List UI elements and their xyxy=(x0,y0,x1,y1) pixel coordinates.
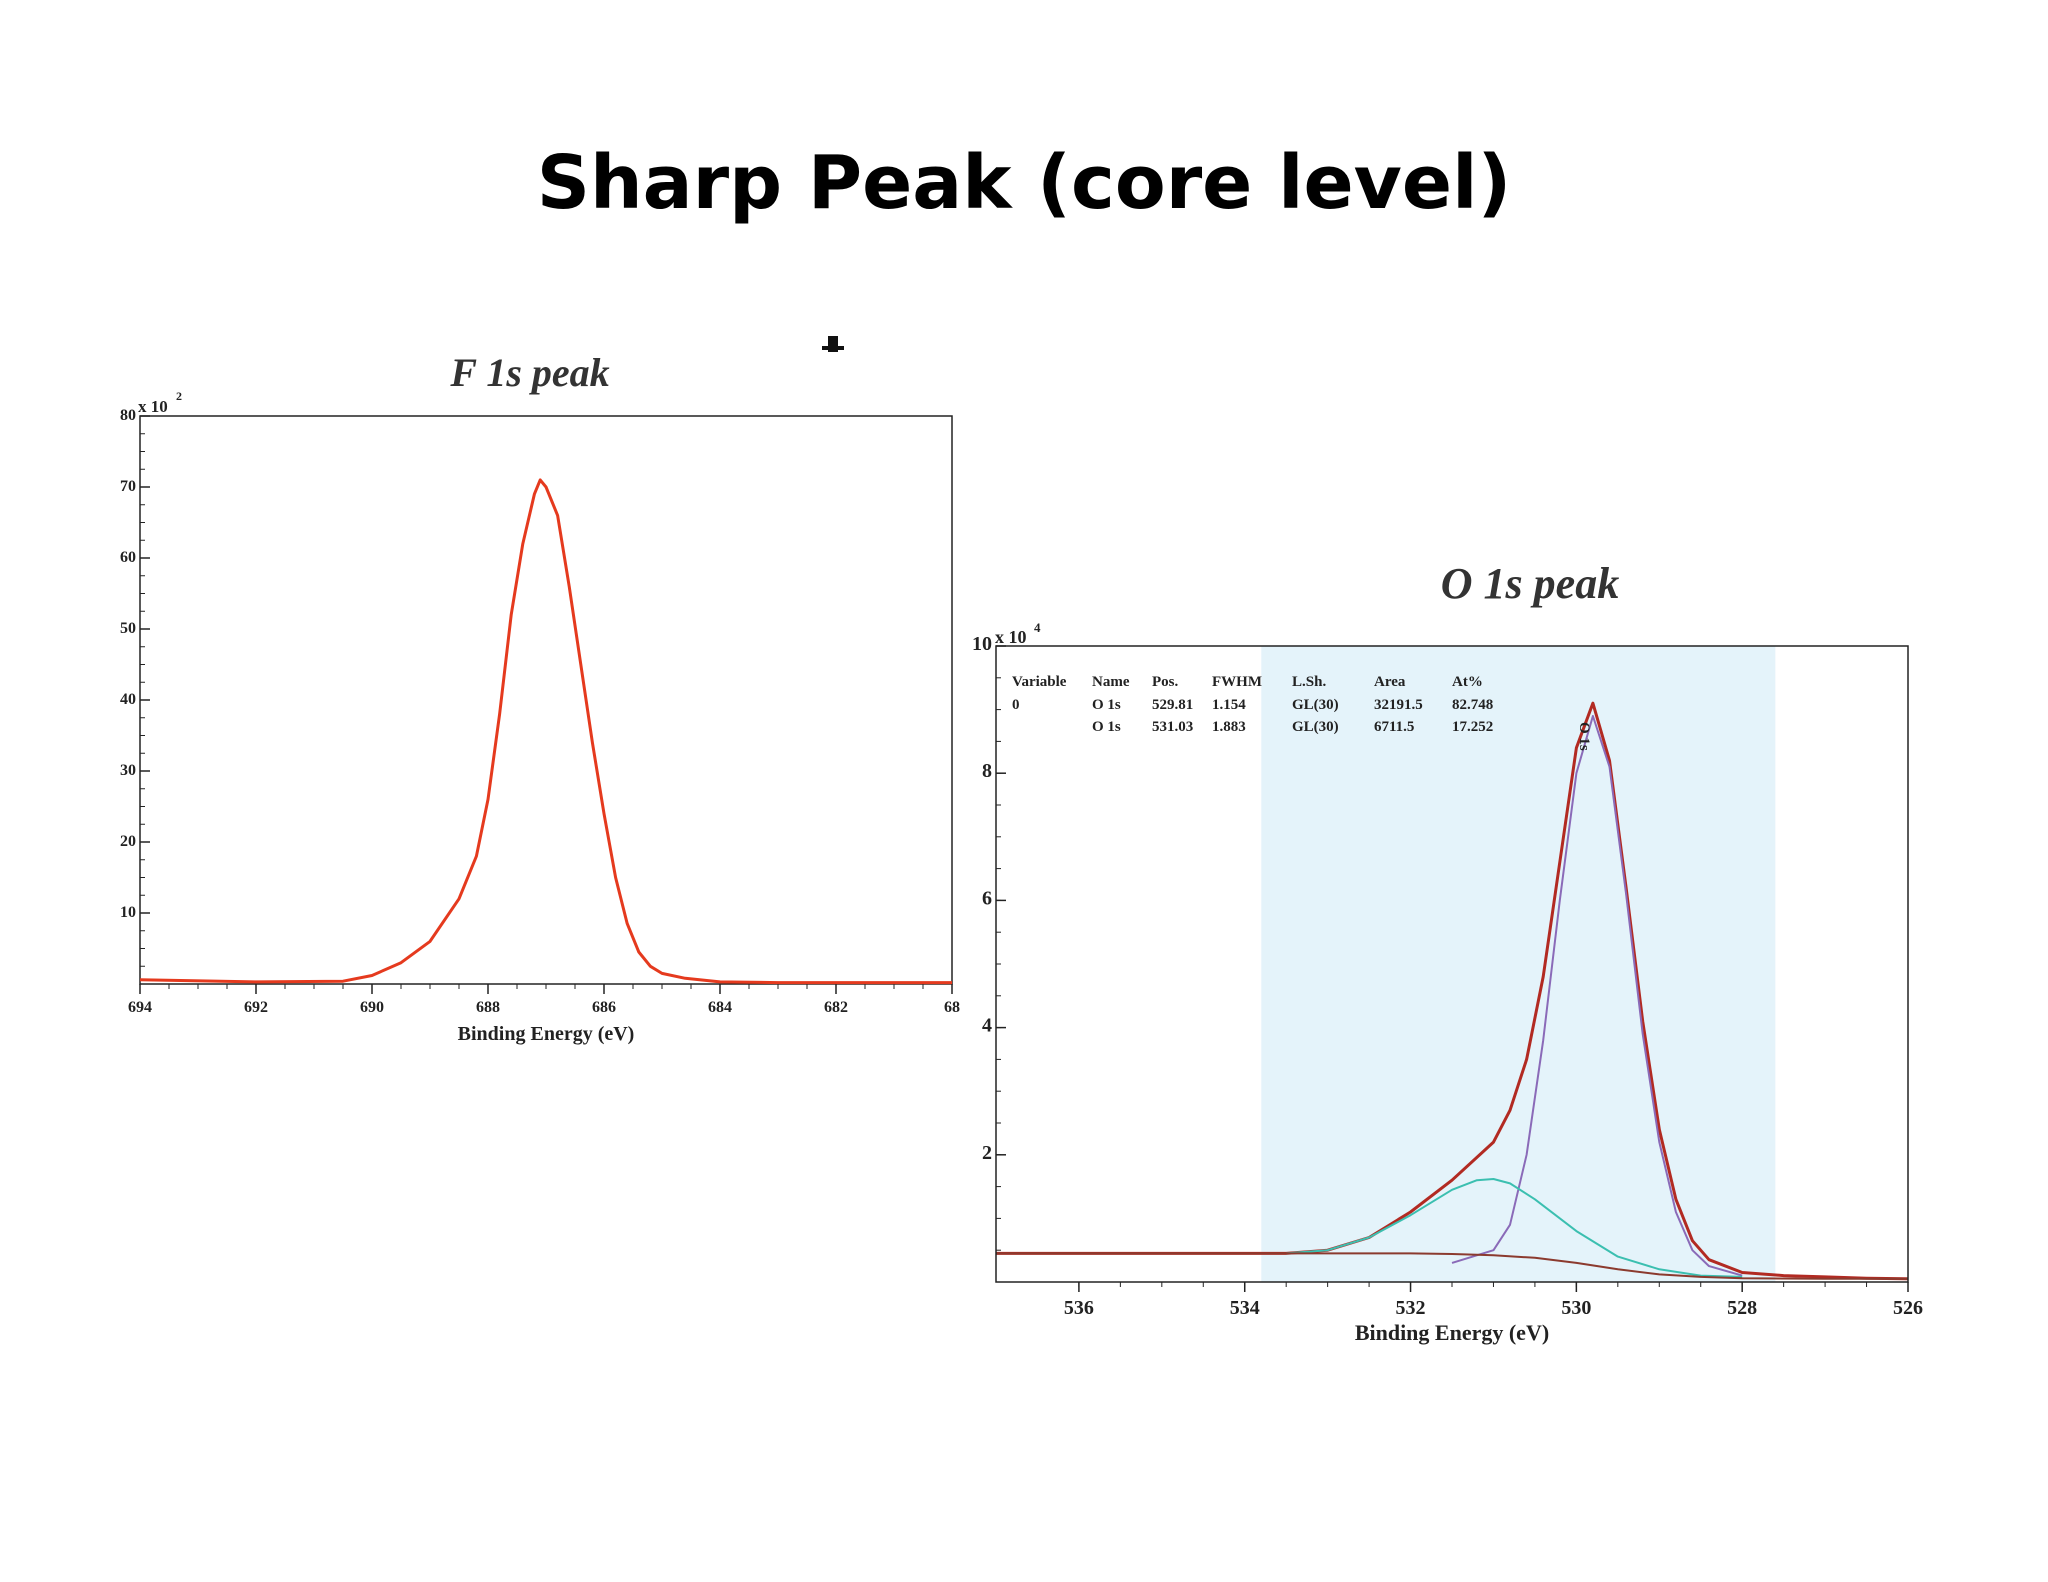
slide-title: Sharp Peak (core level) xyxy=(536,140,1512,226)
table-cell: O 1s xyxy=(1092,697,1121,713)
o1s-y-multiplier: x 10 xyxy=(995,627,1027,647)
o1s-y-tick-label: 6 xyxy=(982,887,992,909)
f1s-x-tick-label: 682 xyxy=(824,999,848,1016)
table-cell: GL(30) xyxy=(1292,719,1339,735)
table-cell: 32191.5 xyxy=(1374,697,1423,713)
f1s-x-tick-label: 694 xyxy=(128,999,152,1016)
f1s-y-tick-label: 50 xyxy=(120,620,136,637)
f1s-y-tick-label: 30 xyxy=(120,762,136,779)
f1s-y-tick-label: 20 xyxy=(120,833,136,850)
f1s-y-tick-label: 10 xyxy=(120,904,136,921)
f1s-x-tick-label: 686 xyxy=(592,999,616,1016)
o1s-highlight-region xyxy=(1261,646,1776,1282)
f1s-x-axis-label: Binding Energy (eV) xyxy=(458,1023,635,1045)
o1s-x-tick-label: 532 xyxy=(1396,1297,1426,1319)
f1s-x-tick-label: 684 xyxy=(708,999,732,1016)
f1s-x-tick-label: 688 xyxy=(476,999,500,1016)
table-cell: O 1s xyxy=(1092,719,1121,735)
table-cell: 0 xyxy=(1012,697,1020,713)
table-header-cell: FWHM xyxy=(1212,674,1262,690)
o1s-y-tick-label: 4 xyxy=(982,1015,992,1037)
f1s-plot-frame xyxy=(139,415,953,985)
o1s-x-tick-label: 534 xyxy=(1230,1297,1260,1319)
f1s-y-tick-label: 60 xyxy=(120,549,136,566)
o1s-x-tick-label: 530 xyxy=(1561,1297,1591,1319)
table-cell: 6711.5 xyxy=(1374,719,1414,735)
f1s-x-tick-label: 690 xyxy=(360,999,384,1016)
f1s-chart: F 1s peak x 10 2 694 692 690 688 686 684 682 68… xyxy=(120,350,960,1045)
stray-mark xyxy=(822,336,844,352)
o1s-y-tick-label: 10 xyxy=(972,633,992,655)
table-cell: GL(30) xyxy=(1292,697,1339,713)
table-header-cell: At% xyxy=(1452,674,1483,690)
f1s-series-line-0 xyxy=(139,478,952,985)
f1s-y-tick-label: 80 xyxy=(120,407,136,424)
table-header-cell: Variable xyxy=(1012,674,1067,690)
table-cell: 82.748 xyxy=(1452,697,1493,713)
table-header-cell: L.Sh. xyxy=(1292,674,1326,690)
o1s-x-axis-label: Binding Energy (eV) xyxy=(1355,1320,1549,1345)
f1s-x-tick-label: 68 xyxy=(944,999,960,1016)
o1s-chart: O 1s peak x 10 4 536 534 532 530 528 526 2 4 6 8 1… xyxy=(972,559,1923,1345)
o1s-y-tick-label: 2 xyxy=(982,1142,992,1164)
table-cell: 531.03 xyxy=(1152,719,1193,735)
o1s-lines xyxy=(996,701,1909,1281)
table-cell: 17.252 xyxy=(1452,719,1493,735)
f1s-y-tick-label: 40 xyxy=(120,691,136,708)
o1s-y-multiplier-exp: 4 xyxy=(1034,620,1041,635)
f1s-chart-title: F 1s peak xyxy=(449,350,609,395)
o1s-y-tick-label: 8 xyxy=(982,760,992,782)
o1s-x-tick-label: 528 xyxy=(1727,1297,1757,1319)
table-header-cell: Pos. xyxy=(1152,674,1179,690)
f1s-y-multiplier-exp: 2 xyxy=(176,389,182,403)
table-cell: 529.81 xyxy=(1152,697,1193,713)
o1s-series-line-2 xyxy=(1286,1178,1743,1278)
table-header-cell: Name xyxy=(1092,674,1130,690)
f1s-y-tick-label: 70 xyxy=(120,478,136,495)
f1s-lines xyxy=(139,478,952,985)
f1s-x-tick-label: 692 xyxy=(244,999,268,1016)
o1s-x-tick-label: 526 xyxy=(1893,1297,1923,1319)
table-cell: 1.883 xyxy=(1212,719,1246,735)
o1s-peak-label: O 1s xyxy=(1576,722,1592,751)
o1s-ticks: 536 534 532 530 528 526 2 4 6 8 10 xyxy=(972,633,1923,1319)
o1s-fit-table: Variable Name Pos. FWHM L.Sh. Area At% 0 O 1s 529… xyxy=(1012,674,1493,735)
table-cell: 1.154 xyxy=(1212,697,1246,713)
o1s-x-tick-label: 536 xyxy=(1064,1297,1094,1319)
f1s-ticks: 694 692 690 688 686 684 682 68 10 20 30 40 50 60 70 80 xyxy=(120,407,960,1016)
o1s-series-line-3 xyxy=(996,1252,1908,1280)
f1s-y-multiplier: x 10 xyxy=(138,397,168,416)
o1s-chart-title: O 1s peak xyxy=(1441,559,1619,608)
table-header-cell: Area xyxy=(1374,674,1406,690)
